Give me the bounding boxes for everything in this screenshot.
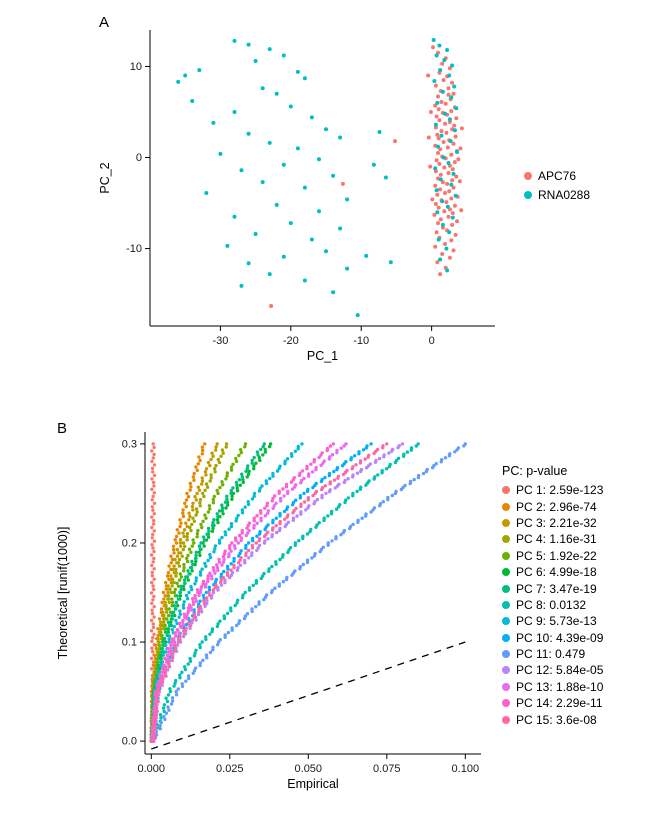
series-pc11 (150, 442, 467, 743)
y-tick-label: 0 (136, 152, 142, 164)
legend-dot-icon (502, 568, 510, 577)
legend-dot-icon (502, 584, 510, 593)
legend-item: PC 7: 3.47e-19 (502, 580, 603, 596)
legend-label: PC 12: 5.84e-05 (516, 663, 604, 678)
identity-line (151, 641, 466, 750)
legend-label: PC 4: 1.16e-31 (516, 532, 597, 547)
y-axis: 0.0 0.1 0.2 0.3 (122, 432, 146, 754)
series-apc76 (269, 45, 464, 308)
y-axis: -10 0 10 (126, 30, 151, 326)
x-tick-label: 0.100 (452, 763, 480, 775)
series-pc1 (149, 442, 157, 743)
legend-item: PC 15: 3.6e-08 (502, 711, 603, 727)
legend-label: APC76 (538, 168, 577, 183)
legend-label: PC 15: 3.6e-08 (516, 712, 597, 727)
legend-label: PC 5: 1.92e-22 (516, 548, 597, 563)
legend-dot-icon (502, 699, 510, 708)
legend-item: PC 3: 2.21e-32 (502, 515, 603, 531)
y-axis-title: PC_2 (98, 162, 112, 193)
legend-label: PC 14: 2.29e-11 (516, 696, 603, 711)
y-tick-label: 0.2 (122, 537, 137, 549)
x-axis: 0.000 0.025 0.050 0.075 0.100 (138, 753, 481, 775)
legend-item: PC 12: 5.84e-05 (502, 662, 603, 678)
legend-item: PC 4: 1.16e-31 (502, 531, 603, 547)
legend-dot-icon (524, 171, 532, 180)
series-rna0288 (176, 38, 459, 318)
legend-label: PC 6: 4.99e-18 (516, 565, 597, 580)
legend-label: PC 8: 0.0132 (516, 597, 587, 612)
y-tick-label: 0.1 (122, 637, 137, 649)
y-tick-label: -10 (126, 243, 142, 255)
x-tick-label: 0.025 (216, 763, 244, 775)
legend-label: PC 7: 3.47e-19 (516, 581, 597, 596)
x-tick-label: 0.000 (138, 763, 166, 775)
legend-label: PC 10: 4.39e-09 (516, 630, 604, 645)
legend-title: PC: p-value (502, 464, 568, 478)
y-axis-title: Theoretical [runif(1000)] (56, 527, 70, 660)
jackstraw-legend: PC: p-value PC 1: 2.59e-123 PC 2: 2.96e-7… (502, 464, 603, 728)
legend-item: RNA0288 (524, 185, 590, 204)
legend-dot-icon (502, 715, 510, 724)
pca-scatter-plot: -30 -20 -10 0 -10 0 10 PC_1 PC_2 (98, 30, 495, 363)
x-axis-title: PC_1 (307, 349, 338, 363)
legend-item: PC 5: 1.92e-22 (502, 548, 603, 564)
legend-label: PC 13: 1.88e-10 (516, 679, 604, 694)
legend-dot-icon (502, 486, 510, 495)
series-pc15 (149, 442, 389, 743)
panel-a-label: A (99, 14, 110, 31)
legend-item: PC 1: 2.59e-123 (502, 482, 603, 498)
y-tick-label: 0.0 (122, 736, 137, 748)
legend-label: RNA0288 (538, 187, 591, 202)
legend-item: APC76 (524, 166, 590, 185)
jackstraw-qq-plot: 0.000 0.025 0.050 0.075 0.100 0.0 0.1 0.2 0.3 Emp… (56, 432, 481, 791)
pca-legend: APC76 RNA0288 (524, 166, 590, 204)
legend-item: PC 9: 5.73e-13 (502, 613, 603, 629)
legend-label: PC 9: 5.73e-13 (516, 614, 597, 629)
legend-items: PC 1: 2.59e-123 PC 2: 2.96e-74 PC 3: 2.21e… (502, 482, 603, 728)
legend-item: PC 13: 1.88e-10 (502, 679, 603, 695)
x-axis-title: Empirical (287, 777, 338, 791)
legend-item: PC 6: 4.99e-18 (502, 564, 603, 580)
legend-label: PC 2: 2.96e-74 (516, 499, 597, 514)
x-tick-label: -20 (283, 335, 299, 347)
legend-dot-icon (502, 617, 510, 626)
legend-dot-icon (502, 650, 510, 659)
x-tick-label: 0 (429, 335, 435, 347)
legend-dot-icon (502, 682, 510, 691)
legend-label: PC 1: 2.59e-123 (516, 483, 604, 498)
legend-item: PC 2: 2.96e-74 (502, 498, 603, 514)
x-tick-label: -10 (353, 335, 369, 347)
legend-dot-icon (502, 600, 510, 609)
x-tick-label: 0.075 (373, 763, 401, 775)
legend-label: PC 11: 0.479 (516, 647, 586, 662)
legend-item: PC 8: 0.0132 (502, 597, 603, 613)
legend-dot-icon (502, 502, 510, 511)
x-tick-label: -30 (212, 335, 228, 347)
legend-dot-icon (502, 551, 510, 560)
legend-label: PC 3: 2.21e-32 (516, 515, 597, 530)
legend-item: PC 11: 0.479 (502, 646, 603, 662)
x-axis: -30 -20 -10 0 (150, 325, 495, 347)
series-pc14 (150, 442, 336, 743)
legend-item: PC 10: 4.39e-09 (502, 630, 603, 646)
legend-dot-icon (502, 518, 510, 527)
legend-dot-icon (524, 190, 532, 199)
legend-dot-icon (502, 535, 510, 544)
y-tick-label: 0.3 (122, 438, 137, 450)
panel-b-label: B (57, 420, 68, 437)
legend-dot-icon (502, 633, 510, 642)
y-tick-label: 10 (130, 61, 142, 73)
legend-item: PC 14: 2.29e-11 (502, 695, 603, 711)
legend-dot-icon (502, 666, 510, 675)
x-tick-label: 0.050 (295, 763, 323, 775)
